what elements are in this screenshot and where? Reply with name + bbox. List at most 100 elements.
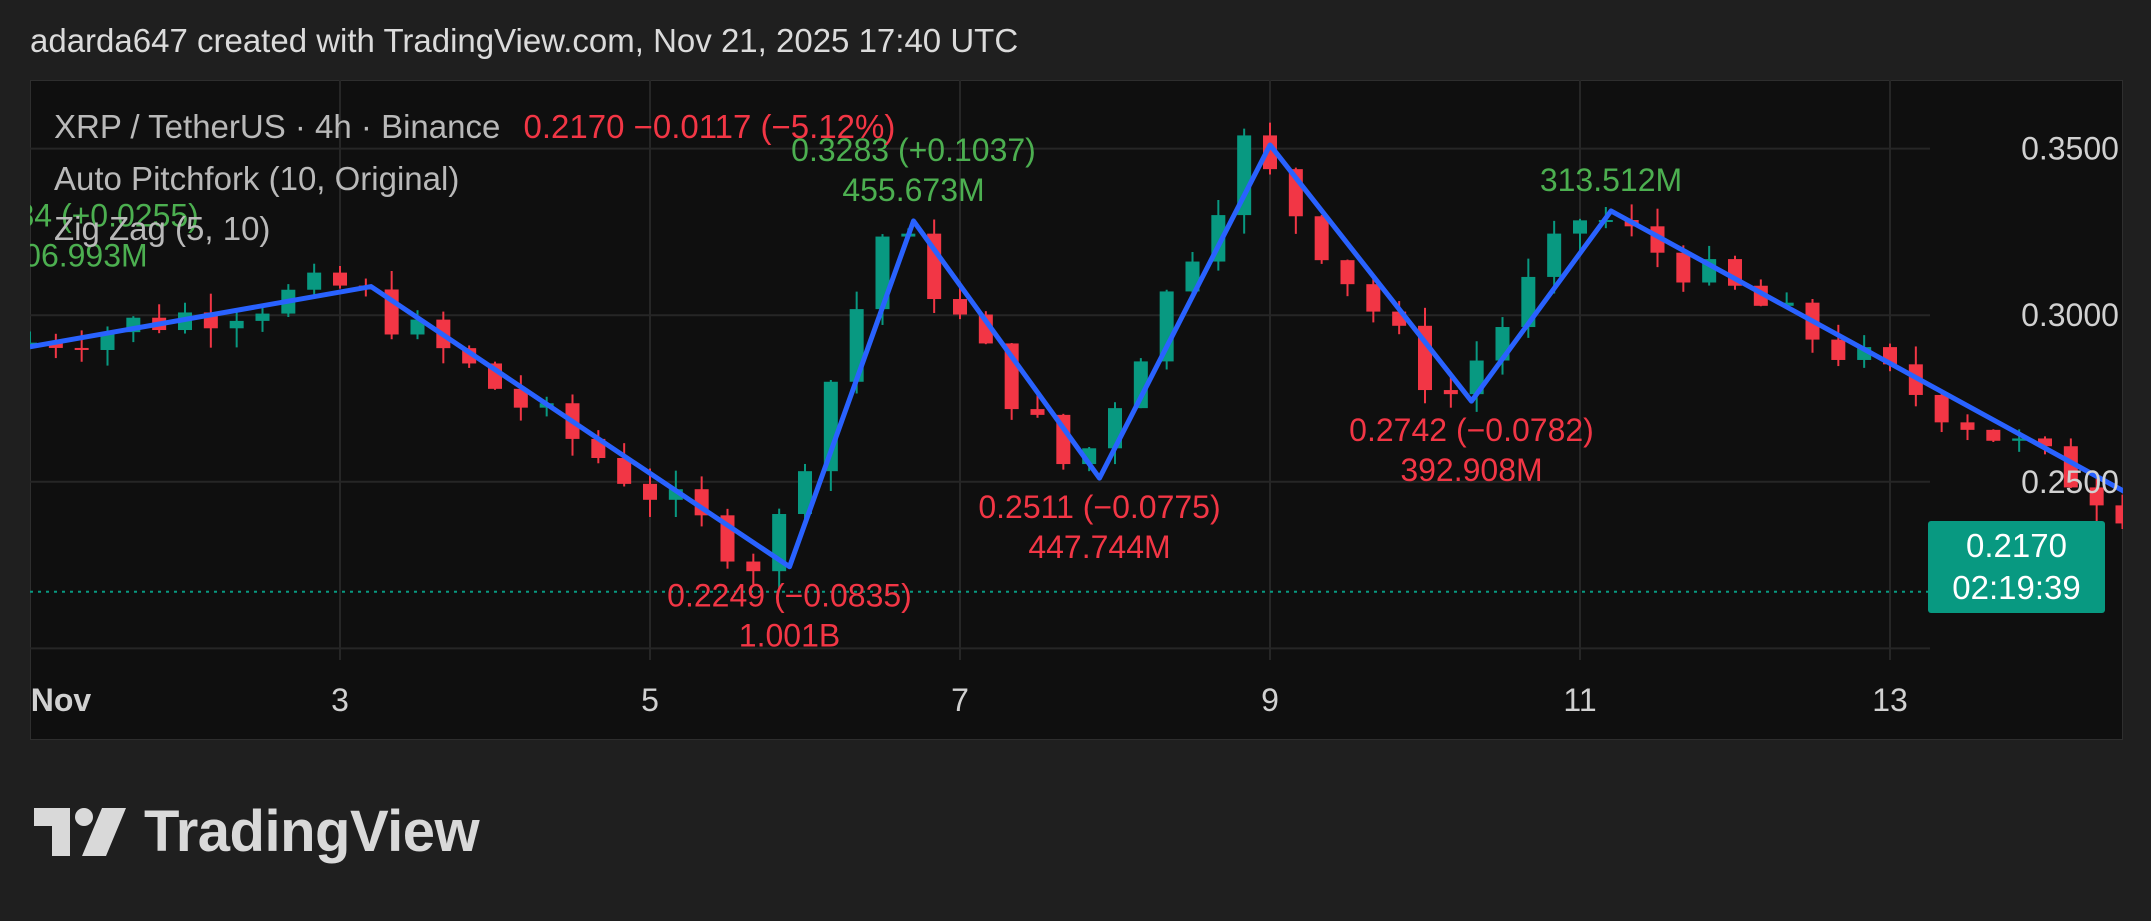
candle-body [1934, 394, 1949, 423]
tradingview-logo[interactable]: TradingView [34, 798, 480, 865]
candle-body [307, 272, 322, 290]
candle [1340, 259, 1355, 297]
x-tick-label: 5 [641, 682, 659, 718]
zigzag-label: 0.2511 (−0.0775) [978, 489, 1220, 525]
candle [617, 443, 632, 487]
candle-body [1418, 325, 1432, 391]
candle-body [1314, 216, 1329, 261]
chart-pane[interactable] [30, 80, 2123, 740]
legend-symbol[interactable]: XRP / TetherUS · 4h · Binance 0.2170 −0.… [54, 108, 895, 146]
candle-body [1573, 220, 1587, 234]
candlestick-chart[interactable]: 0.3283 (+0.1037) 455.673M 313.512M 0.3084 (… [30, 80, 2123, 740]
candle-body [229, 320, 244, 329]
candle [927, 219, 942, 313]
candle-body [1960, 422, 1975, 430]
zigzag-label: 447.744M [1028, 529, 1170, 565]
zigzag-label: 455.673M [842, 172, 984, 208]
candle-body [927, 233, 942, 300]
candle [229, 312, 244, 348]
candle [1573, 218, 1587, 254]
candle [2115, 494, 2123, 530]
candle [307, 263, 322, 295]
tradingview-logo-icon [34, 807, 126, 856]
candle [152, 304, 167, 334]
candle [1986, 429, 2001, 442]
candle-body [2089, 487, 2104, 506]
zigzag-label: 0.2249 (−0.0835) [667, 578, 912, 614]
y-tick-label: 0.3500 [2021, 131, 2119, 167]
candle-body [513, 388, 528, 408]
candle-body [410, 319, 425, 335]
candle [746, 553, 761, 585]
candle-body [1831, 339, 1846, 360]
candle [1237, 128, 1252, 234]
candle [668, 470, 683, 518]
candle-body [74, 347, 89, 350]
candle [694, 476, 709, 527]
candle-body [668, 489, 683, 500]
candle-body [1133, 361, 1148, 409]
legend-indicator-zigzag[interactable]: Zig Zag (5, 10) [54, 210, 271, 247]
candle-body [255, 313, 270, 321]
candle-body [48, 342, 63, 348]
last-price-value: 0.2170 [1966, 527, 2067, 564]
candle [48, 333, 63, 359]
candle [1728, 255, 1742, 290]
candle-body [2038, 438, 2052, 447]
candle [1831, 324, 1846, 367]
candle-body [643, 483, 657, 500]
candle-body [798, 471, 812, 515]
candle-body [1237, 135, 1252, 216]
x-tick-label: 3 [331, 682, 349, 718]
candle-body [1263, 135, 1277, 170]
candle-body [1030, 409, 1045, 415]
candle-body [1521, 276, 1536, 328]
legend-change-text: 0.2170 −0.0117 (−5.12%) [523, 108, 896, 145]
legend-indicator-pitchfork[interactable]: Auto Pitchfork (10, Original) [54, 160, 460, 197]
zigzag-label: 313.512M [1540, 162, 1682, 198]
y-tick-label: 0.2500 [2021, 464, 2119, 500]
legend-symbol-text: XRP / TetherUS · 4h · Binance [54, 108, 501, 145]
candle [1547, 220, 1562, 294]
grid [30, 80, 1930, 660]
candle-body [1547, 233, 1562, 277]
candle-body [100, 332, 115, 350]
candle-body [746, 561, 761, 572]
candle-body [1340, 260, 1355, 285]
candle-body [2063, 446, 2078, 488]
zigzag-line [30, 142, 2123, 570]
zigzag-polyline [30, 142, 2123, 570]
zigzag-label: 1.001B [739, 618, 840, 654]
candle [1418, 307, 1432, 404]
candle [255, 305, 270, 332]
x-tick-label: 13 [1872, 682, 1908, 718]
candle [798, 463, 812, 526]
x-tick-label: 11 [1563, 682, 1596, 718]
zigzag-label: 0.3084 (+0.0255) [30, 198, 199, 234]
candle-body [953, 299, 967, 315]
candle [1934, 391, 1949, 433]
candle-body [1185, 261, 1200, 292]
candle [2089, 472, 2104, 523]
zigzag-labels: 0.3283 (+0.1037) 455.673M 313.512M 0.3084 (… [30, 132, 1682, 654]
candle [1366, 276, 1381, 323]
candle-body [2115, 505, 2123, 524]
candle-body [1986, 429, 2001, 441]
candle-body [333, 272, 347, 286]
bar-countdown: 02:19:39 [1952, 569, 2081, 606]
candle [333, 266, 347, 289]
x-tick-label: 7 [951, 682, 969, 718]
candle [1960, 414, 1975, 441]
candle-body [1676, 252, 1691, 283]
tradingview-wordmark: TradingView [144, 799, 480, 864]
x-tick-label: 9 [1261, 682, 1279, 718]
zigzag-label: 0.2742 (−0.0782) [1349, 412, 1594, 448]
zigzag-label: 0.3283 (+0.1037) [791, 132, 1036, 168]
candle-body [617, 458, 632, 484]
y-tick-label: 0.3000 [2021, 297, 2119, 333]
chart-attribution: adarda647 created with TradingView.com, … [30, 22, 1019, 59]
zigzag-label: 392.908M [1400, 452, 1542, 488]
x-tick-label: Nov [31, 682, 92, 718]
zigzag-label: 306.993M [30, 238, 148, 274]
